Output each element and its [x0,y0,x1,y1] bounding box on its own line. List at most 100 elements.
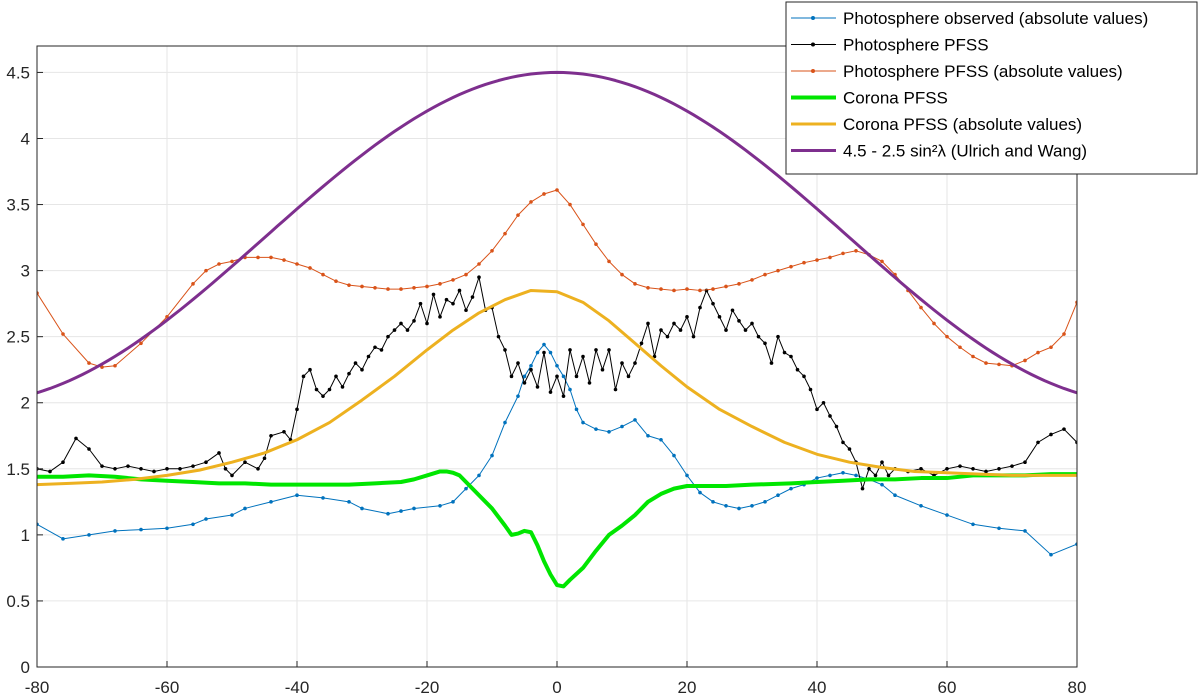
data-point [828,473,832,478]
y-tick-label: 4.5 [6,63,30,82]
data-point [828,414,832,418]
data-point [256,467,260,471]
data-point [886,473,891,478]
data-point [555,188,559,192]
data-point [633,361,637,365]
data-point [490,453,494,458]
data-point [776,334,780,339]
data-point [919,305,923,310]
data-point [431,292,436,297]
data-point [269,255,273,260]
data-point [321,272,325,277]
legend-marker [811,42,815,47]
x-tick-label: 0 [552,678,561,697]
data-point [581,354,585,359]
data-point [191,464,195,468]
data-point [1036,440,1040,445]
data-point [301,374,306,379]
data-point [230,513,234,517]
data-point [360,367,364,372]
data-point [223,467,228,471]
data-point [308,266,312,270]
data-point [347,283,351,287]
data-point [1049,432,1053,437]
data-point [295,493,299,498]
data-point [217,262,221,266]
data-point [574,374,579,379]
data-point [1049,345,1053,350]
data-point [795,367,800,372]
data-point [503,231,507,236]
data-point [74,436,78,441]
data-point [737,319,741,323]
data-point [789,486,793,491]
data-point [815,407,819,412]
data-point [321,394,325,398]
data-point [451,500,455,504]
data-point [464,486,468,491]
data-point [438,504,442,508]
data-point [373,285,377,290]
y-tick-label: 1 [21,526,30,545]
data-point [1023,529,1027,533]
data-point [847,447,852,451]
data-point [191,522,195,527]
data-point [418,301,423,306]
data-point [834,424,839,429]
series-1 [37,342,1077,557]
data-point [607,430,611,434]
data-point [535,350,540,355]
data-point [711,301,715,306]
data-point [600,367,605,372]
data-point [217,451,221,455]
data-point [61,537,65,541]
data-point [750,278,754,282]
data-point [730,308,735,313]
data-point [802,260,806,265]
data-point [782,350,787,355]
data-point [366,354,371,359]
data-point [698,305,702,310]
data-point [477,275,481,280]
data-point [919,467,923,471]
x-tick-label: -60 [155,678,180,697]
data-point [87,361,91,365]
data-point [737,282,741,286]
data-point [522,381,527,385]
series-4 [37,469,1077,589]
data-point [945,467,949,471]
y-tick-label: 0.5 [6,592,30,611]
series-2 [37,275,1077,491]
legend-label: 4.5 - 2.5 sin²λ (Ulrich and Wang) [843,142,1087,161]
x-tick-label: 20 [678,678,697,697]
data-point [542,350,546,355]
data-point [763,272,767,277]
data-point [763,341,767,346]
data-point [61,460,65,465]
series-line [37,276,1077,490]
data-point [568,348,572,352]
data-point [405,328,410,332]
series-line [37,469,1077,589]
data-point [1010,464,1014,468]
data-point [678,328,683,332]
data-point [204,517,208,521]
x-tick-label: -20 [415,678,440,697]
data-point [711,287,715,291]
legend-label: Photosphere observed (absolute values) [843,9,1148,28]
data-point [867,467,871,471]
data-point [613,387,618,392]
data-point [529,363,533,368]
data-point [828,255,832,260]
data-point [347,500,351,504]
data-point [503,348,507,352]
y-axis-ticks: 0 0.5 1 1.5 2 2.5 3 3.5 4 4.5 [6,63,43,677]
data-point [821,400,826,405]
data-point [444,297,449,302]
data-point [1049,552,1053,557]
data-point [620,272,624,277]
data-point [399,321,403,326]
data-point [594,242,598,246]
data-point [841,470,845,475]
data-point [139,467,143,471]
